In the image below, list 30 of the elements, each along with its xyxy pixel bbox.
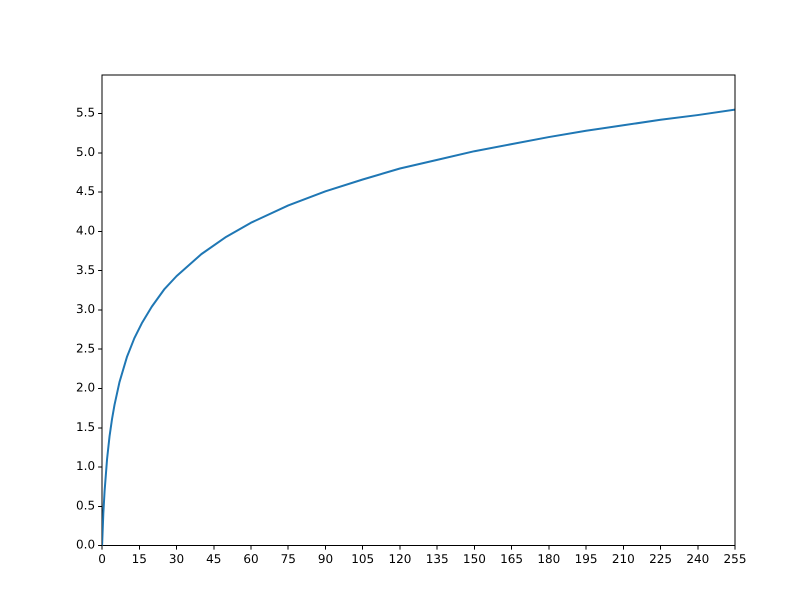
x-tick-label: 135: [426, 552, 449, 566]
x-tick-label: 30: [168, 552, 184, 566]
x-tick-label: 120: [388, 552, 412, 566]
x-tick-label: 195: [574, 552, 598, 566]
x-tick-label: 180: [537, 552, 560, 566]
x-tick-label: 225: [649, 552, 672, 566]
x-tick-label: 255: [724, 552, 746, 566]
x-tick-label: 150: [462, 552, 486, 566]
x-tick-label: 105: [351, 552, 374, 566]
x-tick-label: 60: [243, 552, 259, 566]
y-tick-label: 3.0: [76, 302, 96, 316]
x-tick-label: 45: [206, 552, 222, 566]
y-tick-label: 5.0: [76, 144, 96, 159]
y-tick-label: 1.0: [76, 459, 96, 474]
y-tick-label: 4.5: [76, 184, 96, 198]
x-tick-label: 240: [686, 552, 710, 566]
x-tick-label: 0: [98, 552, 106, 566]
y-tick-label: 0.5: [76, 498, 96, 512]
y-tick-label: 5.5: [76, 106, 96, 120]
y-tick-label: 0.0: [76, 538, 96, 552]
x-tick-label: 15: [132, 552, 147, 566]
x-tick-label: 165: [500, 552, 524, 566]
x-tick-label: 90: [318, 552, 334, 566]
y-tick-label: 1.5: [76, 420, 96, 434]
x-tick-label: 75: [280, 552, 296, 566]
y-tick-label: 4.0: [76, 223, 96, 238]
x-tick-label: 210: [612, 552, 635, 566]
y-tick-label: 2.5: [76, 341, 96, 356]
y-tick-label: 3.5: [76, 262, 96, 277]
y-tick-label: 2.0: [76, 380, 96, 395]
